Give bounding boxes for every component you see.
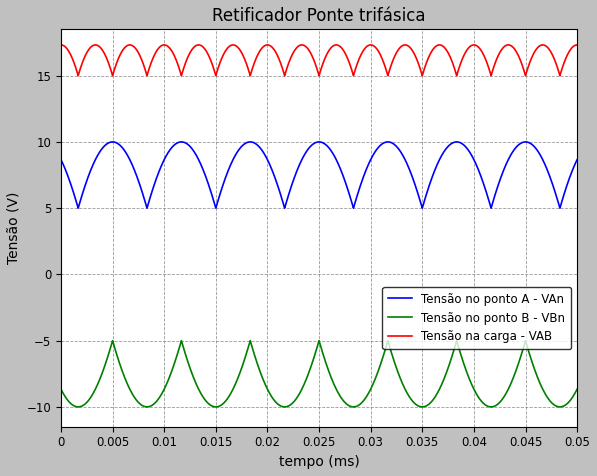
Tensão no ponto B - VBn — [386, 344, 393, 350]
Tensão no ponto A - VAn — [121, 147, 128, 153]
Line: Tensão no ponto B - VBn: Tensão no ponto B - VBn — [61, 341, 577, 407]
Tensão na carga - VAB — [57, 42, 64, 48]
Line: Tensão na carga - VAB: Tensão na carga - VAB — [61, 45, 577, 76]
Tensão no ponto B - VBn — [281, 404, 288, 410]
Tensão no ponto A - VAn — [574, 157, 581, 162]
Tensão no ponto A - VAn — [525, 139, 532, 145]
Tensão no ponto A - VAn — [330, 150, 337, 156]
Tensão no ponto A - VAn — [109, 139, 116, 145]
Tensão no ponto B - VBn — [330, 379, 337, 385]
Y-axis label: Tensão (V): Tensão (V) — [7, 192, 21, 264]
Tensão na carga - VAB — [549, 51, 556, 57]
Tensão no ponto A - VAn — [57, 157, 64, 162]
Legend: Tensão no ponto A - VAn, Tensão no ponto B - VBn, Tensão na carga - VAB: Tensão no ponto A - VAn, Tensão no ponto… — [382, 287, 571, 349]
Tensão no ponto B - VBn — [522, 338, 529, 344]
Tensão no ponto B - VBn — [69, 402, 76, 408]
Tensão no ponto B - VBn — [549, 400, 556, 406]
Line: Tensão no ponto A - VAn: Tensão no ponto A - VAn — [61, 142, 577, 208]
Tensão na carga - VAB — [386, 67, 393, 72]
X-axis label: tempo (ms): tempo (ms) — [279, 455, 359, 469]
Tensão no ponto A - VAn — [549, 180, 556, 186]
Tensão no ponto A - VAn — [350, 205, 357, 211]
Tensão no ponto A - VAn — [69, 188, 76, 193]
Tensão na carga - VAB — [69, 57, 76, 62]
Tensão no ponto B - VBn — [525, 348, 532, 354]
Tensão na carga - VAB — [330, 43, 337, 49]
Tensão no ponto B - VBn — [57, 387, 64, 392]
Title: Retificador Ponte trifásica: Retificador Ponte trifásica — [213, 7, 426, 25]
Tensão no ponto A - VAn — [386, 139, 393, 145]
Tensão no ponto B - VBn — [574, 387, 581, 392]
Tensão no ponto B - VBn — [121, 373, 128, 379]
Tensão na carga - VAB — [121, 45, 128, 51]
Tensão na carga - VAB — [574, 42, 581, 48]
Tensão na carga - VAB — [525, 63, 532, 69]
Tensão na carga - VAB — [522, 73, 529, 79]
